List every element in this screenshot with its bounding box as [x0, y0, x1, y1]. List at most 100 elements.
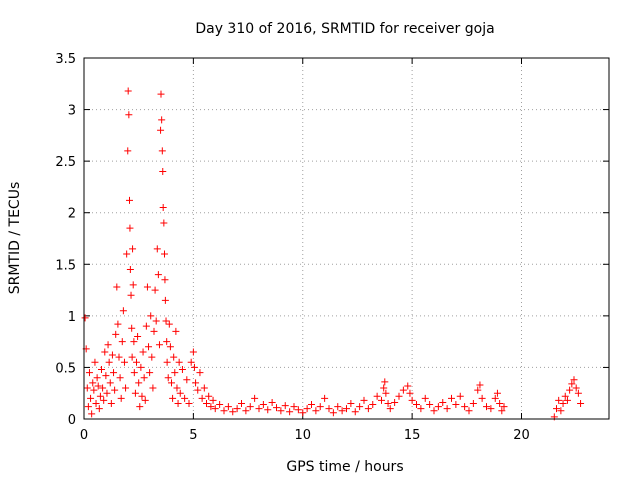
data-point [176, 389, 184, 397]
data-point [259, 401, 267, 409]
data-point [171, 369, 179, 377]
data-point [203, 400, 210, 408]
data-point [369, 401, 377, 409]
data-point [101, 348, 109, 356]
data-point [129, 245, 137, 253]
data-point [561, 392, 569, 400]
data-point [563, 396, 571, 404]
data-point [95, 405, 103, 413]
data-point [92, 400, 100, 408]
plot-frame [83, 57, 610, 420]
data-point [329, 409, 337, 417]
data-point [130, 369, 138, 377]
data-point [196, 369, 204, 377]
data-point [131, 389, 139, 397]
data-point [146, 369, 154, 377]
data-point [119, 307, 127, 315]
data-point [110, 369, 118, 377]
data-point [185, 400, 193, 408]
data-point [135, 379, 143, 387]
data-point [448, 394, 455, 402]
data-point [163, 338, 171, 346]
data-point [115, 353, 123, 361]
data-point [404, 382, 412, 390]
data-point [147, 312, 155, 320]
data-point [242, 407, 250, 415]
x-axis-label: GPS time / hours [286, 459, 403, 475]
data-point [290, 403, 298, 411]
data-point [487, 405, 495, 413]
y-tick-label: 0.5 [55, 361, 76, 376]
y-tick-label: 2 [68, 207, 76, 222]
data-point [233, 405, 241, 413]
data-point [165, 320, 173, 328]
data-point [117, 394, 125, 402]
data-point [382, 389, 390, 397]
data-point [133, 358, 140, 366]
data-point [395, 392, 403, 400]
data-point [443, 405, 451, 413]
data-point [89, 379, 97, 387]
data-point [124, 147, 132, 155]
data-point [303, 405, 311, 413]
data-point [421, 394, 429, 402]
data-point [187, 358, 195, 366]
data-point [456, 392, 464, 400]
data-point [338, 407, 346, 415]
data-point [118, 338, 126, 346]
data-point [205, 392, 213, 400]
data-point [434, 403, 442, 411]
data-point [476, 381, 484, 389]
data-point [127, 291, 135, 299]
data-point [461, 403, 469, 411]
data-point [161, 296, 169, 304]
y-tick-label: 3 [68, 104, 76, 119]
data-point [325, 405, 333, 413]
data-point [163, 358, 171, 366]
data-point [273, 404, 280, 412]
data-point [474, 386, 482, 394]
data-point [90, 386, 98, 394]
data-point [114, 320, 122, 328]
data-point [126, 265, 134, 273]
data-point [465, 407, 473, 415]
data-point [570, 376, 578, 384]
y-axis-label: SRMTID / TECUs [7, 182, 23, 295]
data-point [316, 403, 324, 411]
data-point [148, 353, 156, 361]
data-point [161, 250, 168, 258]
data-point [566, 386, 574, 394]
axis-ticks: 0 0.5 1 1.5 2 2.5 3 3.5 0 5 10 15 20 [55, 52, 609, 443]
data-point [158, 116, 166, 124]
data-point [308, 401, 315, 409]
data-point [268, 398, 276, 406]
data-point [105, 358, 113, 366]
data-point [496, 400, 504, 408]
data-point [373, 392, 381, 400]
data-point [192, 379, 200, 387]
data-point [83, 384, 91, 392]
data-point [160, 219, 168, 227]
y-tick-label: 2.5 [55, 155, 76, 170]
data-point [211, 405, 219, 413]
data-point [172, 327, 180, 335]
x-tick-label: 5 [189, 428, 197, 443]
data-point [129, 281, 137, 289]
data-point [577, 400, 585, 408]
data-point [159, 204, 167, 212]
data-point [134, 332, 142, 340]
data-point [154, 271, 162, 279]
data-point [417, 405, 425, 413]
data-point [152, 317, 160, 325]
data-point [439, 398, 447, 406]
data-point [162, 317, 170, 325]
data-point [399, 386, 407, 394]
data-point [574, 389, 582, 397]
data-point [286, 408, 294, 416]
data-point [216, 401, 224, 409]
data-point [181, 394, 189, 402]
data-point [386, 405, 394, 413]
data-point [500, 403, 508, 411]
data-point [153, 245, 161, 253]
